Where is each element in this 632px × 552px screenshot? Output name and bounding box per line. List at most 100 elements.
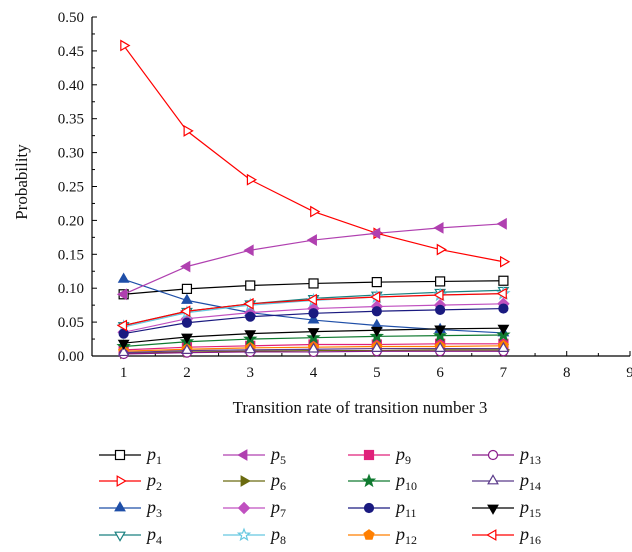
data-point-marker: [497, 341, 510, 352]
legend-label: p5: [269, 444, 286, 467]
legend-item-p15: p15: [472, 497, 541, 520]
series-p5: [116, 217, 507, 301]
data-point-marker: [180, 260, 191, 273]
y-tick-label: 0.35: [58, 112, 84, 128]
data-point-marker: [363, 529, 375, 540]
data-point-marker: [181, 333, 193, 344]
data-point-marker: [371, 306, 382, 317]
data-point-marker: [498, 303, 509, 314]
legend-label: p14: [518, 470, 541, 493]
x-tick-label: 9: [626, 365, 632, 381]
legend-item-p5: p5: [223, 444, 286, 467]
legend-label: p15: [518, 497, 541, 520]
series-p2: [120, 39, 511, 268]
data-point-marker: [361, 473, 377, 488]
legend-item-p2: p2: [99, 470, 162, 493]
data-point-marker: [310, 205, 321, 218]
x-tick-label: 1: [120, 365, 128, 381]
legend-label: p2: [145, 470, 162, 493]
data-point-marker: [181, 283, 193, 294]
y-tick-label: 0.10: [58, 281, 84, 297]
data-point-marker: [114, 501, 126, 512]
data-point-marker: [308, 278, 319, 289]
legend-item-p13: p13: [472, 444, 541, 467]
data-point-marker: [496, 217, 507, 230]
data-point-marker: [363, 449, 375, 461]
legend-item-p7: p7: [223, 497, 286, 520]
series-p11: [118, 303, 509, 339]
y-axis-label: Probability: [12, 144, 31, 220]
legend-label: p1: [145, 444, 162, 467]
data-point-marker: [307, 342, 320, 353]
y-tick-label: 0.15: [58, 247, 84, 263]
data-point-marker: [306, 234, 317, 246]
data-point-marker: [117, 272, 130, 283]
y-tick-label: 0.25: [58, 180, 84, 196]
data-point-marker: [244, 343, 257, 354]
legend-item-p9: p9: [348, 444, 411, 467]
x-tick-label: 2: [183, 365, 191, 381]
data-point-marker: [245, 311, 256, 322]
series-p15: [117, 324, 510, 350]
data-point-marker: [245, 280, 256, 291]
data-point-marker: [434, 341, 447, 352]
data-point-marker: [307, 313, 320, 324]
legend-label: p3: [145, 497, 162, 520]
y-tick-label: 0.05: [58, 315, 84, 331]
legend-item-p12: p12: [348, 524, 417, 547]
legend-label: p4: [145, 524, 162, 547]
legend-label: p9: [394, 444, 411, 467]
data-point-marker: [236, 527, 252, 542]
legend-item-p11: p11: [348, 497, 417, 520]
data-point-marker: [370, 326, 383, 338]
legend-label: p8: [269, 524, 286, 547]
legend-label: p13: [518, 444, 541, 467]
legend-item-p6: p6: [223, 470, 286, 493]
data-point-marker: [487, 504, 499, 515]
x-tick-label: 8: [563, 365, 571, 381]
data-point-marker: [370, 291, 381, 303]
y-tick-label: 0.45: [58, 44, 84, 60]
data-point-marker: [500, 255, 511, 268]
data-point-marker: [114, 449, 126, 461]
data-point-marker: [181, 343, 193, 354]
data-point-marker: [496, 287, 507, 300]
legend-label: p16: [518, 524, 541, 547]
data-point-marker: [498, 275, 509, 286]
legend-label: p12: [394, 524, 417, 547]
legend-item-p1: p1: [99, 444, 162, 467]
series-line-p2: [123, 45, 504, 263]
x-tick-label: 5: [373, 365, 381, 381]
data-point-marker: [180, 305, 191, 318]
data-point-marker: [116, 288, 128, 301]
data-point-marker: [307, 328, 320, 339]
data-point-marker: [181, 293, 193, 304]
data-point-marker: [120, 39, 131, 52]
legend-item-p14: p14: [472, 470, 541, 493]
data-point-marker: [117, 339, 130, 350]
series-p16: [116, 287, 507, 332]
data-point-marker: [181, 317, 193, 328]
data-point-marker: [244, 330, 257, 341]
series-layer: [116, 39, 511, 360]
legend-item-p10: p10: [348, 470, 417, 493]
data-point-marker: [246, 173, 258, 186]
data-point-marker: [433, 289, 444, 301]
data-point-marker: [117, 345, 130, 357]
legend-item-p16: p16: [472, 524, 541, 547]
legend-item-p4: p4: [99, 524, 162, 547]
legend-label: p10: [394, 470, 417, 493]
data-point-marker: [497, 324, 510, 336]
data-point-marker: [363, 502, 375, 514]
data-point-marker: [487, 449, 499, 461]
data-point-marker: [116, 319, 128, 332]
data-point-marker: [183, 124, 194, 137]
series-p14: [117, 341, 510, 357]
y-tick-label: 0.40: [58, 78, 84, 94]
data-point-marker: [487, 474, 499, 485]
legend-label: p11: [394, 497, 417, 520]
data-point-marker: [308, 308, 319, 319]
legend: p1 p2 p3 p4 p5 p6 p7 p8 p9 p10 p11 p12 p13 p14 p15 p16: [99, 444, 541, 547]
legend-item-p3: p3: [99, 497, 162, 520]
